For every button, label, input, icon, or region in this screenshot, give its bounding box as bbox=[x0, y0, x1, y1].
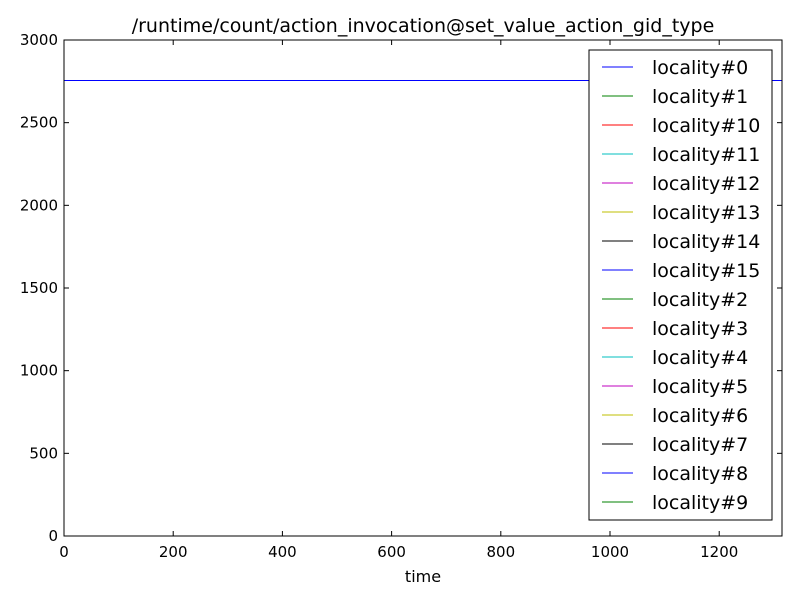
y-tick-label: 500 bbox=[29, 444, 58, 462]
legend-label-locality-13: locality#13 bbox=[652, 202, 760, 224]
y-tick-label: 2000 bbox=[20, 196, 58, 214]
legend-label-locality-6: locality#6 bbox=[652, 405, 748, 427]
y-axis-ticks: 0 500 1000 1500 2000 2500 3000 bbox=[20, 31, 782, 545]
chart-title: /runtime/count/action_invocation@set_val… bbox=[132, 15, 715, 37]
x-tick-label: 1200 bbox=[700, 543, 738, 561]
legend-label-locality-5: locality#5 bbox=[652, 376, 748, 398]
legend-label-locality-4: locality#4 bbox=[652, 347, 748, 369]
y-tick-label: 0 bbox=[48, 527, 58, 545]
x-axis-ticks: 0 200 400 600 800 1000 1200 bbox=[59, 40, 738, 561]
legend-label-locality-12: locality#12 bbox=[652, 173, 760, 195]
x-tick-label: 800 bbox=[486, 543, 515, 561]
x-tick-label: 0 bbox=[59, 543, 69, 561]
y-tick-label: 2500 bbox=[20, 114, 58, 132]
legend-label-locality-8: locality#8 bbox=[652, 463, 748, 485]
x-tick-label: 600 bbox=[377, 543, 406, 561]
legend-label-locality-9: locality#9 bbox=[652, 492, 748, 514]
legend-label-locality-11: locality#11 bbox=[652, 144, 760, 166]
y-tick-label: 3000 bbox=[20, 31, 58, 49]
legend-label-locality-10: locality#10 bbox=[652, 115, 760, 137]
y-tick-label: 1000 bbox=[20, 362, 58, 380]
legend-label-locality-0: locality#0 bbox=[652, 57, 748, 79]
legend-label-locality-7: locality#7 bbox=[652, 434, 748, 456]
legend-label-locality-1: locality#1 bbox=[652, 86, 748, 108]
x-tick-label: 400 bbox=[268, 543, 297, 561]
legend-label-locality-3: locality#3 bbox=[652, 318, 748, 340]
legend-frame bbox=[588, 49, 773, 521]
legend-label-locality-14: locality#14 bbox=[652, 231, 760, 253]
x-tick-label: 1000 bbox=[591, 543, 629, 561]
x-tick-label: 200 bbox=[159, 543, 188, 561]
legend-label-locality-2: locality#2 bbox=[652, 289, 748, 311]
legend-label-locality-15: locality#15 bbox=[652, 260, 760, 282]
legend: locality#0 locality#1 locality#10 locality#… bbox=[588, 49, 773, 521]
y-tick-label: 1500 bbox=[20, 279, 58, 297]
x-axis-title: time bbox=[405, 567, 441, 586]
